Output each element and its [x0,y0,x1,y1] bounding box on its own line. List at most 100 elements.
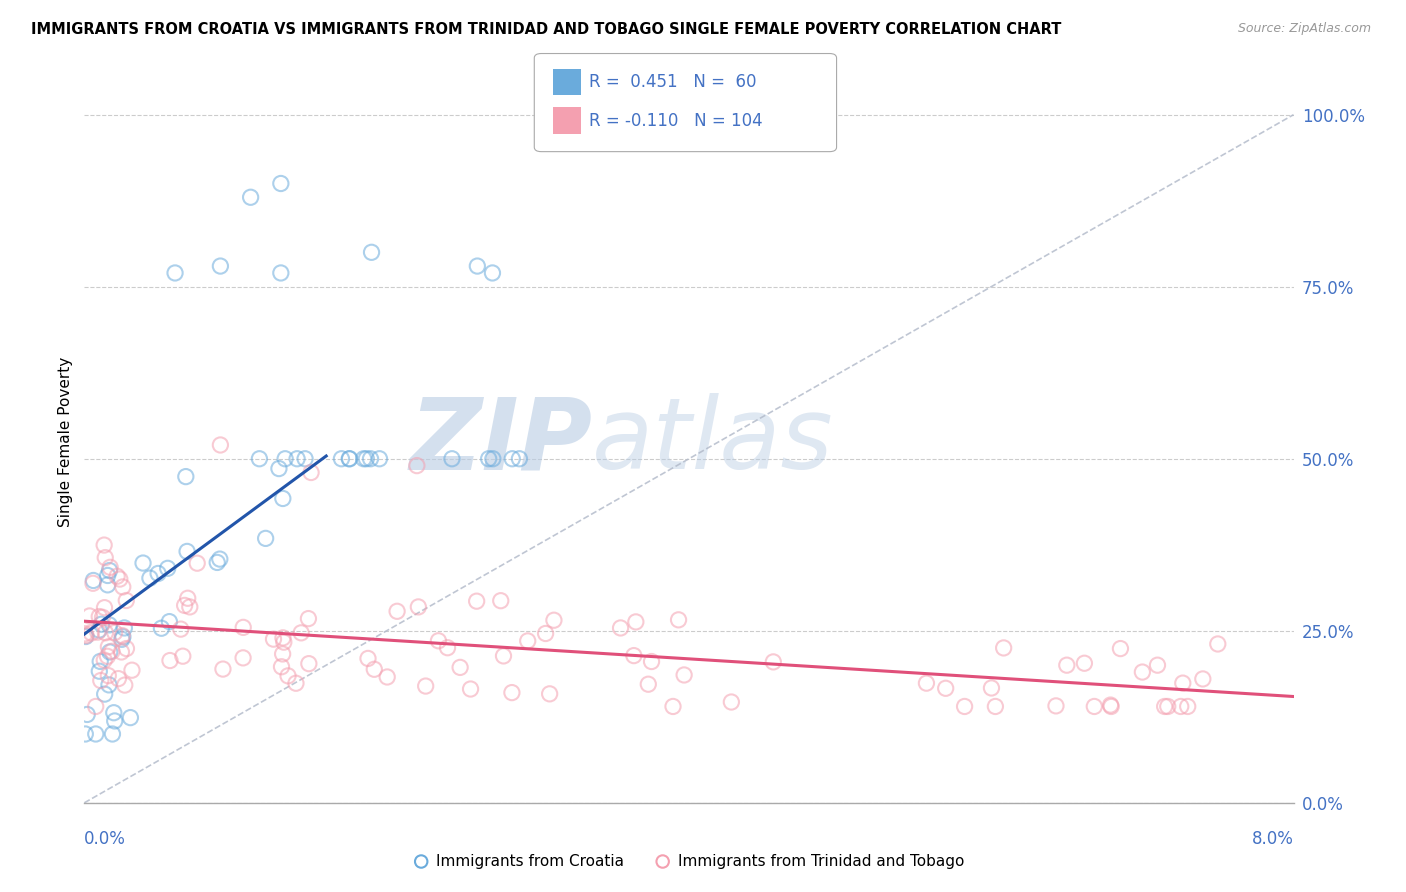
Point [75,629,97,643]
Point [482,451,505,466]
Point [1153,699,1175,714]
Y-axis label: Single Female Poverty: Single Female Poverty [58,357,73,526]
Point [516,634,538,648]
Point [115,641,138,656]
Point [720,695,742,709]
Point [108,572,131,586]
Legend: Immigrants from Croatia, Immigrants from Trinidad and Tobago: Immigrants from Croatia, Immigrants from… [408,847,970,875]
Point [1099,699,1122,714]
Point [156,561,179,575]
Point [460,681,482,696]
Point [673,668,696,682]
Point [274,451,297,466]
Point [176,544,198,558]
Point [76,707,98,722]
Point [97,678,120,692]
Point [239,190,262,204]
Point [273,635,295,649]
Point [538,687,561,701]
Point [73,626,96,640]
Point [980,681,1002,695]
Point [984,699,1007,714]
Point [637,677,659,691]
Point [297,611,319,625]
Point [489,593,512,607]
Point [953,699,976,714]
Point [294,451,316,466]
Point [254,532,277,546]
Point [103,706,125,720]
Point [501,451,523,466]
Point [97,640,120,654]
Point [534,626,557,640]
Point [90,673,112,688]
Point [89,654,111,668]
Point [98,564,121,578]
Point [1177,699,1199,714]
Point [360,245,382,260]
Point [427,633,450,648]
Text: 8.0%: 8.0% [1251,830,1294,848]
Point [101,727,124,741]
Point [94,625,117,640]
Point [91,610,114,624]
Point [87,623,110,637]
Point [121,663,143,677]
Point [339,451,361,466]
Text: Source: ZipAtlas.com: Source: ZipAtlas.com [1237,22,1371,36]
Point [93,687,115,701]
Point [104,714,127,728]
Point [501,685,523,699]
Point [186,556,208,570]
Point [105,569,128,583]
Point [668,613,690,627]
Point [478,451,501,466]
Point [82,574,104,588]
Point [1083,699,1105,714]
Text: 0.0%: 0.0% [84,830,127,848]
Point [271,631,294,645]
Text: IMMIGRANTS FROM CROATIA VS IMMIGRANTS FROM TRINIDAD AND TOBAGO SINGLE FEMALE POV: IMMIGRANTS FROM CROATIA VS IMMIGRANTS FR… [31,22,1062,37]
Point [543,613,565,627]
Point [75,630,97,644]
Point [111,632,134,647]
Point [353,451,375,466]
Point [357,651,380,665]
Point [94,550,117,565]
Point [232,651,254,665]
Point [132,556,155,570]
Point [90,617,112,632]
Point [1171,676,1194,690]
Text: ZIP: ZIP [409,393,592,490]
Point [1146,658,1168,673]
Point [915,676,938,690]
Text: R =  0.451   N =  60: R = 0.451 N = 60 [589,73,756,91]
Point [270,177,292,191]
Point [993,640,1015,655]
Point [209,259,232,273]
Point [263,632,285,647]
Point [96,649,118,664]
Point [481,266,503,280]
Point [114,678,136,692]
Point [368,451,391,466]
Point [232,620,254,634]
Point [104,625,127,640]
Point [285,451,308,466]
Point [290,625,312,640]
Point [662,699,685,714]
Point [84,727,107,741]
Point [146,566,169,581]
Point [111,629,134,643]
Point [205,556,228,570]
Point [89,609,111,624]
Point [360,451,382,466]
Point [271,491,294,506]
Point [80,626,103,640]
Point [98,645,121,659]
Point [1170,699,1192,714]
Point [271,647,294,661]
Point [277,669,299,683]
Point [298,657,321,671]
Point [247,451,270,466]
